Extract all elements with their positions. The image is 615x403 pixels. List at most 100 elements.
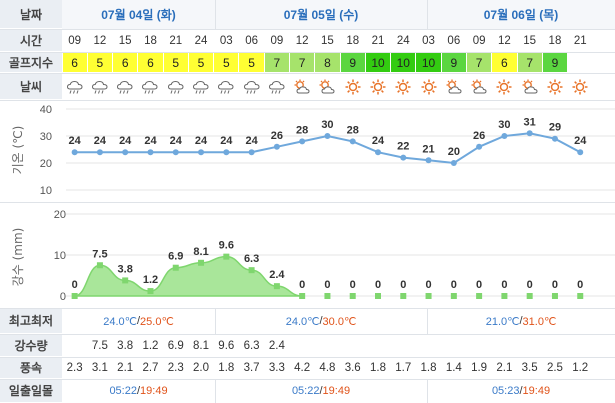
temperature-data-label: 31	[524, 116, 536, 128]
wind-label: 풍속	[0, 357, 62, 379]
divider	[0, 357, 615, 358]
precipitation-point	[273, 283, 280, 290]
day-3-min: 21.0℃	[485, 315, 520, 328]
temperature-point	[425, 157, 432, 164]
sun-cloud-icon	[290, 73, 315, 100]
wind-cell: 2.1	[496, 362, 513, 374]
day-1-sun: 05:22/19:49	[109, 385, 168, 397]
wind-cell: 3.6	[344, 362, 361, 374]
temperature-data-label: 24	[69, 135, 82, 147]
precipitation-point	[425, 293, 432, 299]
sun-icon	[542, 73, 567, 100]
precipitation-data-label: 3.8	[118, 263, 133, 275]
golf-index-cell: 9	[542, 53, 568, 72]
wind-cell: 2.5	[546, 362, 563, 374]
precipitation-data-label: 0	[350, 279, 356, 291]
temperature-point	[299, 138, 306, 145]
day-2-sunset: 19:49	[322, 385, 351, 397]
golf-index-cell: 10	[365, 53, 391, 72]
y-tick-label: 0	[60, 291, 66, 303]
day-2-max: 30.0℃	[322, 315, 357, 328]
y-tick-label: 10	[54, 250, 66, 262]
minmax-label: 최고최저	[0, 308, 62, 334]
temperature-point	[400, 154, 407, 161]
precipitation-point	[122, 277, 129, 284]
temperature-data-label: 26	[473, 130, 485, 142]
date-header-band	[62, 0, 615, 29]
day-divider	[427, 0, 428, 29]
precipitation-data-label: 0	[552, 279, 558, 291]
precip-cell: 2.4	[268, 339, 285, 352]
cloud-rain-icon	[264, 73, 289, 100]
time-cell: 09	[68, 34, 82, 47]
precip-cell: 9.6	[218, 339, 235, 352]
cloud-rain-icon	[188, 73, 213, 100]
wind-cell: 1.2	[572, 362, 589, 374]
temperature-data-label: 24	[144, 135, 157, 147]
golf-index-cell: 7	[517, 53, 542, 72]
wind-cell: 1.4	[445, 362, 462, 374]
day-1-sunrise: 05:22	[109, 385, 137, 397]
cloud-rain-icon	[62, 73, 87, 100]
time-cell: 06	[245, 34, 258, 47]
precipitation-data-label: 2.4	[269, 269, 285, 281]
precipitation-data-label: 8.1	[193, 246, 208, 258]
precipitation-data-label: 0	[299, 279, 305, 291]
temperature-point	[122, 149, 129, 156]
y-tick-label: 40	[40, 104, 52, 116]
divider	[0, 29, 615, 30]
precipitation-data-label: 0	[72, 279, 78, 291]
precipitation-point	[324, 293, 331, 299]
golf-index-cell: 9	[441, 53, 466, 72]
precip-cell: 1.2	[142, 339, 159, 352]
precip-cell: 6.3	[243, 339, 260, 352]
golf-index-cell: 5	[239, 53, 264, 72]
time-cell: 21	[573, 34, 587, 47]
day-divider	[215, 0, 216, 29]
wind-cell: 1.7	[395, 362, 412, 374]
precipitation-data-label: 9.6	[219, 240, 234, 252]
temperature-point	[551, 135, 558, 142]
golf-index-cell: 5	[214, 53, 239, 72]
wind-cell: 3.7	[243, 362, 260, 374]
golf-index-cell: 5	[87, 53, 113, 72]
sun-label: 일출일몰	[0, 379, 62, 403]
sun-icon	[492, 73, 517, 100]
wind-cell: 3.1	[91, 362, 108, 374]
temperature-point	[273, 143, 280, 150]
precipitation-point	[172, 264, 179, 271]
golf-index-cell: 5	[188, 53, 214, 72]
day-divider	[215, 308, 216, 334]
time-cell: 18	[346, 34, 360, 47]
time-cell: 03	[219, 34, 233, 47]
wind-cell: 1.8	[218, 362, 235, 374]
day-2-title: 07월 05일 (수)	[283, 8, 359, 22]
precipitation-point	[147, 288, 154, 295]
day-divider	[215, 379, 216, 403]
time-cell: 18	[548, 34, 562, 47]
precipitation-data-label: 0	[527, 279, 533, 291]
golf-index-cell: 10	[391, 53, 416, 72]
temperature-data-label: 24	[245, 135, 258, 147]
precipitation-data-label: 0	[501, 279, 507, 291]
temperature-data-label: 30	[498, 119, 510, 131]
temperature-data-label: 24	[220, 135, 233, 147]
temperature-point	[526, 130, 533, 137]
golf-index-cell: 10	[416, 53, 441, 72]
temperature-point	[223, 149, 230, 156]
temperature-data-label: 30	[321, 119, 333, 131]
precip-cell: 7.5	[91, 339, 108, 352]
temperature-data-label: 22	[397, 141, 409, 153]
precipitation-data-label: 0	[476, 279, 482, 291]
precipitation-point	[501, 293, 508, 299]
precipitation-data-label: 1.2	[143, 274, 158, 286]
divider	[0, 379, 615, 380]
time-cell: 21	[169, 34, 183, 47]
wind-cell: 1.8	[420, 362, 437, 374]
temperature-point	[172, 149, 179, 156]
y-tick-label: 20	[40, 158, 52, 170]
weather-label: 날씨	[0, 73, 62, 100]
wind-cell: 2.7	[142, 362, 159, 374]
golf-index-cell: 8	[315, 53, 340, 72]
day-3-max: 31.0℃	[522, 315, 557, 328]
